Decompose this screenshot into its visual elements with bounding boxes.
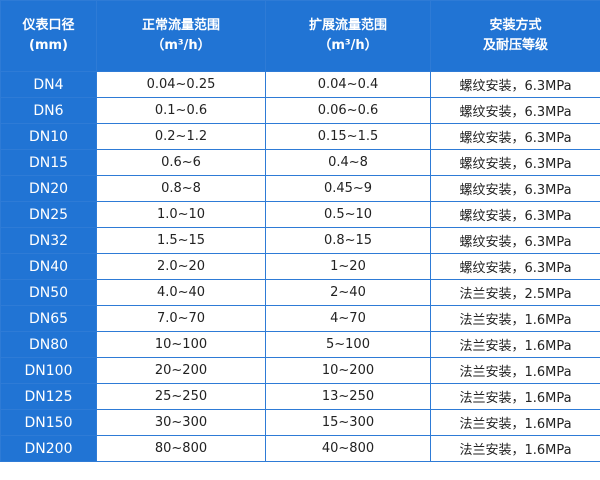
header-text: 安装方式: [489, 18, 542, 33]
data-cell: 法兰安装，1.6MPa: [430, 357, 600, 384]
data-cell: 螺纹安装，6.3MPa: [430, 201, 600, 228]
data-cell: 螺纹安装，6.3MPa: [430, 123, 600, 150]
table-row: DN50 4.0~40 2~40 法兰安装，2.5MPa: [0, 279, 600, 306]
header-text: （m³/h）: [318, 38, 378, 53]
header-cell: 仪表口径 (mm): [0, 0, 97, 72]
data-cell: 螺纹安装，6.3MPa: [430, 253, 600, 280]
size-cell: DN80: [0, 331, 97, 358]
size-cell: DN200: [0, 435, 97, 462]
data-cell: 螺纹安装，6.3MPa: [430, 97, 600, 124]
size-cell: DN100: [0, 357, 97, 384]
data-cell: 7.0~70: [96, 305, 266, 332]
header-cell: 安装方式 及耐压等级: [430, 0, 600, 72]
header-text: 正常流量范围: [141, 18, 220, 33]
data-cell: 4~70: [265, 305, 431, 332]
header-text: (mm): [29, 38, 68, 53]
header-text: 仪表口径: [22, 18, 75, 33]
table-row: DN10 0.2~1.2 0.15~1.5 螺纹安装，6.3MPa: [0, 123, 600, 150]
data-cell: 2~40: [265, 279, 431, 306]
size-cell: DN15: [0, 149, 97, 176]
table-row: DN32 1.5~15 0.8~15 螺纹安装，6.3MPa: [0, 227, 600, 254]
data-cell: 80~800: [96, 435, 266, 462]
data-cell: 1.0~10: [96, 201, 266, 228]
data-cell: 0.1~0.6: [96, 97, 266, 124]
data-cell: 法兰安装，1.6MPa: [430, 409, 600, 436]
data-cell: 0.45~9: [265, 175, 431, 202]
header-cell: 正常流量范围 （m³/h）: [96, 0, 266, 72]
data-cell: 0.8~15: [265, 227, 431, 254]
table-row: DN200 80~800 40~800 法兰安装，1.6MPa: [0, 435, 600, 462]
size-cell: DN150: [0, 409, 97, 436]
size-cell: DN10: [0, 123, 97, 150]
data-cell: 螺纹安装，6.3MPa: [430, 149, 600, 176]
data-cell: 法兰安装，2.5MPa: [430, 279, 600, 306]
data-cell: 10~100: [96, 331, 266, 358]
data-cell: 1~20: [265, 253, 431, 280]
table-row: DN15 0.6~6 0.4~8 螺纹安装，6.3MPa: [0, 149, 600, 176]
size-cell: DN20: [0, 175, 97, 202]
data-cell: 法兰安装，1.6MPa: [430, 331, 600, 358]
data-cell: 0.2~1.2: [96, 123, 266, 150]
data-cell: 40~800: [265, 435, 431, 462]
size-cell: DN4: [0, 71, 97, 98]
data-cell: 0.06~0.6: [265, 97, 431, 124]
data-cell: 20~200: [96, 357, 266, 384]
data-cell: 0.04~0.25: [96, 71, 266, 98]
data-cell: 13~250: [265, 383, 431, 410]
table-row: DN4 0.04~0.25 0.04~0.4 螺纹安装，6.3MPa: [0, 71, 600, 98]
data-cell: 螺纹安装，6.3MPa: [430, 227, 600, 254]
header-cell: 扩展流量范围 （m³/h）: [265, 0, 431, 72]
table-row: DN80 10~100 5~100 法兰安装，1.6MPa: [0, 331, 600, 358]
header-text: （m³/h）: [151, 38, 211, 53]
data-cell: 0.4~8: [265, 149, 431, 176]
data-cell: 法兰安装，1.6MPa: [430, 305, 600, 332]
data-cell: 1.5~15: [96, 227, 266, 254]
data-cell: 0.15~1.5: [265, 123, 431, 150]
header-text: 及耐压等级: [482, 38, 548, 53]
data-cell: 螺纹安装，6.3MPa: [430, 175, 600, 202]
size-cell: DN40: [0, 253, 97, 280]
data-cell: 0.5~10: [265, 201, 431, 228]
data-cell: 法兰安装，1.6MPa: [430, 383, 600, 410]
size-cell: DN32: [0, 227, 97, 254]
data-cell: 0.8~8: [96, 175, 266, 202]
size-cell: DN125: [0, 383, 97, 410]
table-body: DN4 0.04~0.25 0.04~0.4 螺纹安装，6.3MPa DN6 0.1~0.…: [0, 71, 600, 462]
header-text: 扩展流量范围: [308, 18, 387, 33]
table-row: DN125 25~250 13~250 法兰安装，1.6MPa: [0, 383, 600, 410]
data-cell: 5~100: [265, 331, 431, 358]
data-cell: 2.0~20: [96, 253, 266, 280]
header-row: 仪表口径 (mm) 正常流量范围 （m³/h） 扩展流量范围 （m³/h） 安装方式及耐压等…: [0, 0, 600, 72]
table-row: DN25 1.0~10 0.5~10 螺纹安装，6.3MPa: [0, 201, 600, 228]
data-cell: 30~300: [96, 409, 266, 436]
size-cell: DN65: [0, 305, 97, 332]
data-cell: 法兰安装，1.6MPa: [430, 435, 600, 462]
size-cell: DN6: [0, 97, 97, 124]
data-cell: 4.0~40: [96, 279, 266, 306]
data-cell: 10~200: [265, 357, 431, 384]
data-cell: 25~250: [96, 383, 266, 410]
spec-table: 仪表口径 (mm) 正常流量范围 （m³/h） 扩展流量范围 （m³/h） 安装方式及耐压等…: [0, 0, 600, 462]
data-cell: 0.6~6: [96, 149, 266, 176]
table-row: DN150 30~300 15~300 法兰安装，1.6MPa: [0, 409, 600, 436]
table-row: DN100 20~200 10~200 法兰安装，1.6MPa: [0, 357, 600, 384]
table-row: DN6 0.1~0.6 0.06~0.6 螺纹安装，6.3MPa: [0, 97, 600, 124]
data-cell: 螺纹安装，6.3MPa: [430, 71, 600, 98]
data-cell: 0.04~0.4: [265, 71, 431, 98]
size-cell: DN25: [0, 201, 97, 228]
table-row: DN40 2.0~20 1~20 螺纹安装，6.3MPa: [0, 253, 600, 280]
data-cell: 15~300: [265, 409, 431, 436]
table-row: DN65 7.0~70 4~70 法兰安装，1.6MPa: [0, 305, 600, 332]
size-cell: DN50: [0, 279, 97, 306]
table-row: DN20 0.8~8 0.45~9 螺纹安装，6.3MPa: [0, 175, 600, 202]
